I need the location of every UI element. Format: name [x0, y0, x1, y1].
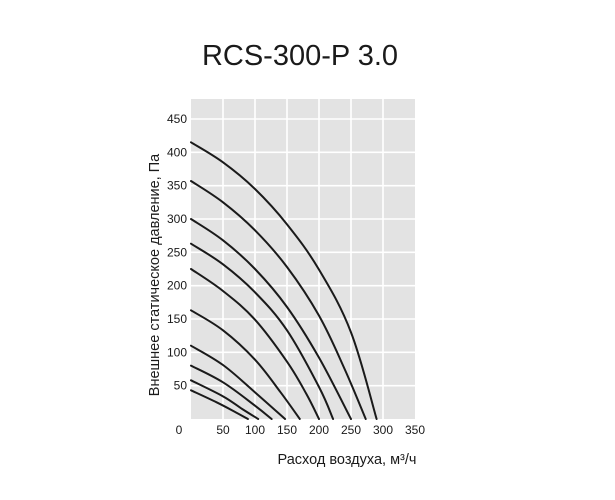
- x-tick-label: 250: [341, 423, 361, 437]
- y-tick-label: 150: [167, 312, 187, 326]
- y-tick-label: 50: [174, 379, 188, 393]
- curve-1: [190, 141, 378, 420]
- curves: [190, 141, 378, 420]
- curve-6: [190, 309, 301, 420]
- x-tick-label: 350: [405, 423, 425, 437]
- curve-10: [190, 389, 249, 420]
- curve-7: [190, 344, 287, 420]
- x-tick-label: 50: [216, 423, 230, 437]
- x-tick-label: 300: [373, 423, 393, 437]
- chart-title: RCS-300-P 3.0: [202, 40, 398, 72]
- x-tick-label: 0: [176, 423, 183, 437]
- y-tick-label: 200: [167, 279, 187, 293]
- y-tick-label: 400: [167, 145, 187, 159]
- x-tick-label: 200: [309, 423, 329, 437]
- y-tick-label: 250: [167, 245, 187, 259]
- y-tick-label: 100: [167, 345, 187, 359]
- y-axis-label: Внешнее статическое давление, Па: [147, 153, 163, 396]
- x-tick-label: 100: [245, 423, 265, 437]
- x-axis-label: Расход воздуха, м³/ч: [278, 452, 417, 468]
- x-tick-labels: 0 50 100 150 200 250 300 350: [176, 423, 426, 437]
- plot-area: [191, 99, 415, 419]
- x-tick-label: 150: [277, 423, 297, 437]
- curve-4: [190, 242, 335, 420]
- curve-8: [190, 364, 273, 420]
- y-tick-label: 300: [167, 212, 187, 226]
- grid-lines: [191, 99, 415, 419]
- curve-3: [190, 218, 352, 420]
- y-tick-label: 450: [167, 112, 187, 126]
- y-tick-labels: 50 100 150 200 250 300 350 400 450: [167, 112, 187, 393]
- y-tick-label: 350: [167, 179, 187, 193]
- curve-9: [190, 379, 260, 420]
- curve-5: [190, 268, 320, 420]
- curve-2: [190, 180, 367, 420]
